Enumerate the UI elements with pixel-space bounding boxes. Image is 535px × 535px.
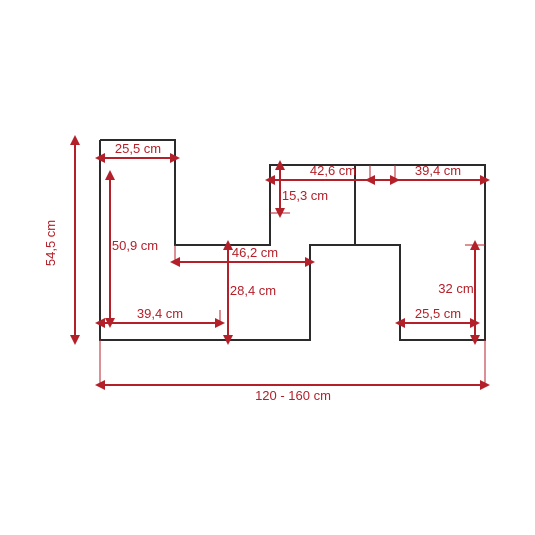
dim-label: 120 - 160 cm (255, 388, 331, 403)
dim-mid-w: 46,2 cm (175, 245, 310, 262)
dim-label: 50,9 cm (112, 238, 158, 253)
dim-top-left-w: 25,5 cm (100, 141, 175, 158)
dim-label: 42,6 cm (310, 163, 356, 178)
dim-overall-height: 54,5 cm (43, 140, 75, 340)
dim-label: 32 cm (438, 281, 473, 296)
dim-label: 46,2 cm (232, 245, 278, 260)
dim-label: 15,3 cm (282, 188, 328, 203)
dim-bottom-left-w: 39,4 cm (100, 306, 220, 323)
dim-label: 39,4 cm (137, 306, 183, 321)
dim-label: 54,5 cm (43, 220, 58, 266)
dim-overall-width: 120 - 160 cm (100, 340, 485, 403)
dim-right-h: 32 cm (438, 245, 485, 340)
dim-bottom-right-w: 25,5 cm (400, 306, 475, 323)
dim-label: 25,5 cm (115, 141, 161, 156)
dim-label: 25,5 cm (415, 306, 461, 321)
dim-left-inner-h: 50,9 cm (110, 175, 158, 323)
dim-label: 39,4 cm (415, 163, 461, 178)
dim-label: 28,4 cm (230, 283, 276, 298)
